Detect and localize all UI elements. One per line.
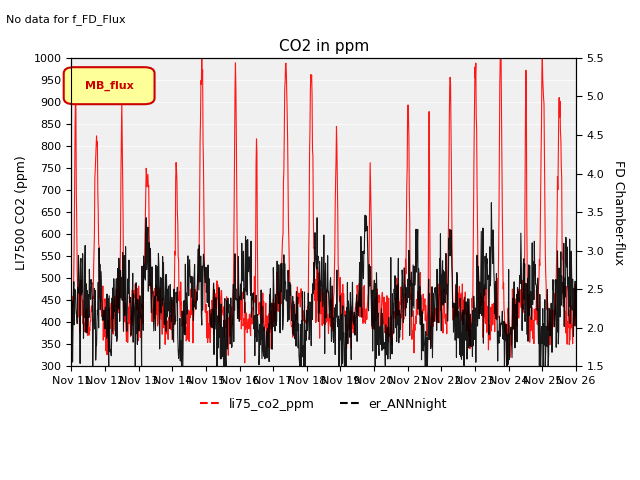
Y-axis label: FD Chamber-flux: FD Chamber-flux xyxy=(612,160,625,264)
Legend: li75_co2_ppm, er_ANNnight: li75_co2_ppm, er_ANNnight xyxy=(195,393,452,416)
FancyBboxPatch shape xyxy=(64,67,154,104)
Text: No data for f_FD_Flux: No data for f_FD_Flux xyxy=(6,14,126,25)
Text: MB_flux: MB_flux xyxy=(84,81,134,91)
Y-axis label: LI7500 CO2 (ppm): LI7500 CO2 (ppm) xyxy=(15,155,28,269)
Title: CO2 in ppm: CO2 in ppm xyxy=(278,39,369,54)
